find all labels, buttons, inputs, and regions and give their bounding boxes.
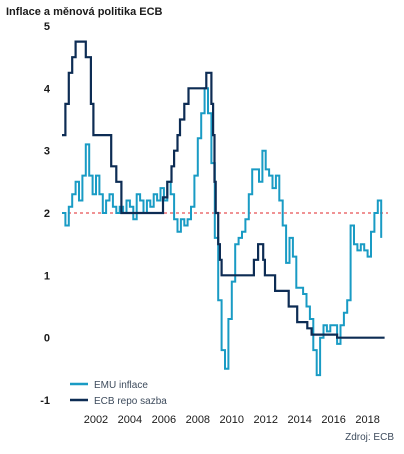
legend-label: EMU inflace (94, 380, 148, 391)
y-tick-label: 0 (44, 333, 50, 345)
x-tick-label: 2006 (152, 414, 176, 426)
chart-title: Inflace a měnová politika ECB (6, 6, 163, 18)
x-tick-label: 2008 (186, 414, 210, 426)
series-line-ecb-repo-sazba (62, 40, 385, 339)
source-note: Zdroj: ECB (345, 432, 394, 443)
x-tick-label: 2018 (355, 414, 379, 426)
y-tick-label: 5 (44, 21, 50, 33)
y-tick-label: 3 (44, 146, 50, 158)
series-group (62, 40, 385, 377)
x-axis: 2002 2004 2006 2008 2010 2012 2014 2016 2018 (84, 414, 380, 426)
y-tick-label: 1 (44, 270, 50, 282)
x-tick-label: 2010 (220, 414, 244, 426)
y-tick-label: 4 (44, 83, 51, 95)
x-tick-label: 2014 (287, 414, 311, 426)
x-tick-label: 2002 (84, 414, 108, 426)
y-axis: -1 0 1 2 3 4 5 (40, 21, 51, 407)
y-tick-label: 2 (44, 208, 50, 220)
x-tick-label: 2004 (118, 414, 142, 426)
y-tick-label: -1 (40, 395, 50, 407)
legend-label: ECB repo sazba (94, 396, 167, 407)
x-tick-label: 2016 (321, 414, 345, 426)
legend: EMU inflace ECB repo sazba (70, 380, 167, 407)
x-tick-label: 2012 (254, 414, 278, 426)
series-line-emu-inflace (62, 87, 383, 377)
